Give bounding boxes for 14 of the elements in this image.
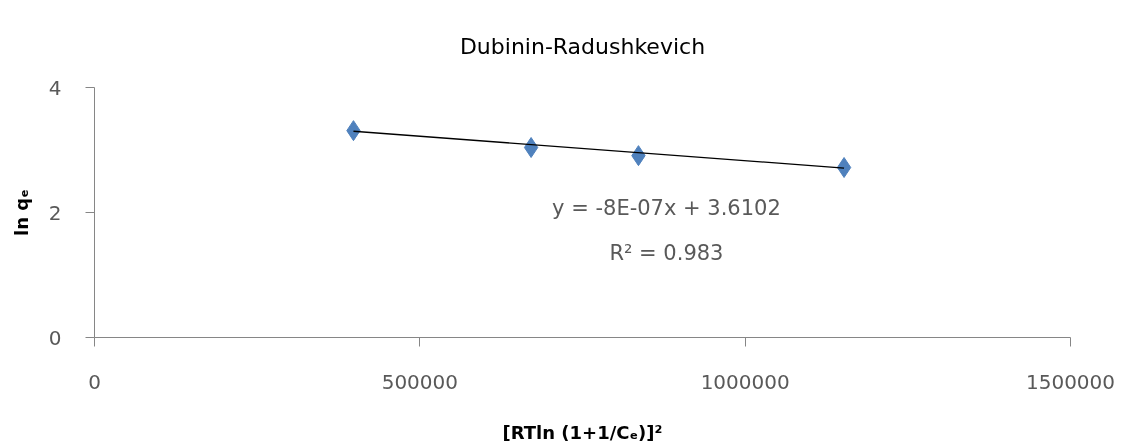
point <box>836 157 852 178</box>
point <box>523 137 539 158</box>
y-tick-label: 4 <box>48 75 62 100</box>
x-axis-title: [RTln (1+1/Cₑ)]² <box>502 421 663 443</box>
y-tick-label: 2 <box>48 200 62 225</box>
y-tick-label: 0 <box>48 325 62 350</box>
x-tick-label: 1500000 <box>1025 369 1116 394</box>
annotation: R² = 0.983 <box>609 240 724 265</box>
x-tick-label: 1000000 <box>700 369 790 394</box>
annotation: y = -8E-07x + 3.6102 <box>552 195 781 220</box>
chart-title: Dubinin-Radushkevich <box>459 33 706 59</box>
y-axis-title: ln qₑ <box>10 189 32 236</box>
x-tick-label: 500000 <box>381 369 459 394</box>
x-tick-label: 0 <box>88 369 101 394</box>
